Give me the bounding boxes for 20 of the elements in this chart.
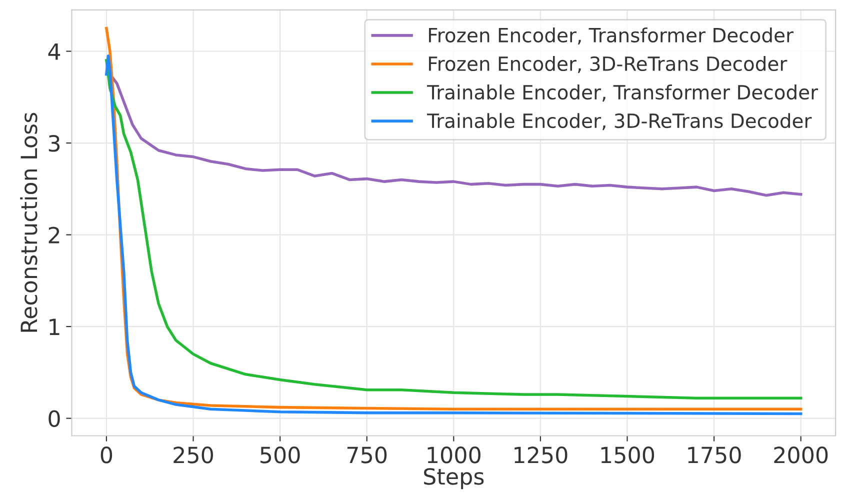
x-tick-label: 1000: [428, 446, 480, 464]
x-tick-label: 0: [100, 446, 112, 464]
x-tick-label: 250: [174, 446, 213, 464]
y-tick-label: 0: [48, 410, 60, 428]
x-tick-label: 750: [347, 446, 387, 464]
x-tick-label: 500: [260, 446, 300, 464]
x-tick-label: 1750: [688, 446, 741, 464]
y-axis-title: Reconstruction Loss: [20, 112, 38, 332]
y-tick-label: 4: [48, 43, 60, 60]
y-tick-label: 1: [50, 318, 60, 335]
x-axis-title: Steps: [424, 468, 484, 490]
legend-label: Frozen Encoder, 3D-ReTrans Decoder: [428, 56, 788, 74]
x-tick-label: 2000: [774, 446, 828, 464]
x-tick-label: 1500: [601, 446, 654, 464]
y-tick-label: 3: [48, 134, 60, 152]
legend-label: Frozen Encoder, Transformer Decoder: [428, 27, 794, 44]
legend-label: Trainable Encoder, Transformer Decoder: [427, 84, 818, 102]
legend-label: Trainable Encoder, 3D-ReTrans Decoder: [427, 113, 812, 130]
y-tick-label: 2: [48, 226, 60, 244]
x-tick-label: 1250: [514, 446, 568, 464]
